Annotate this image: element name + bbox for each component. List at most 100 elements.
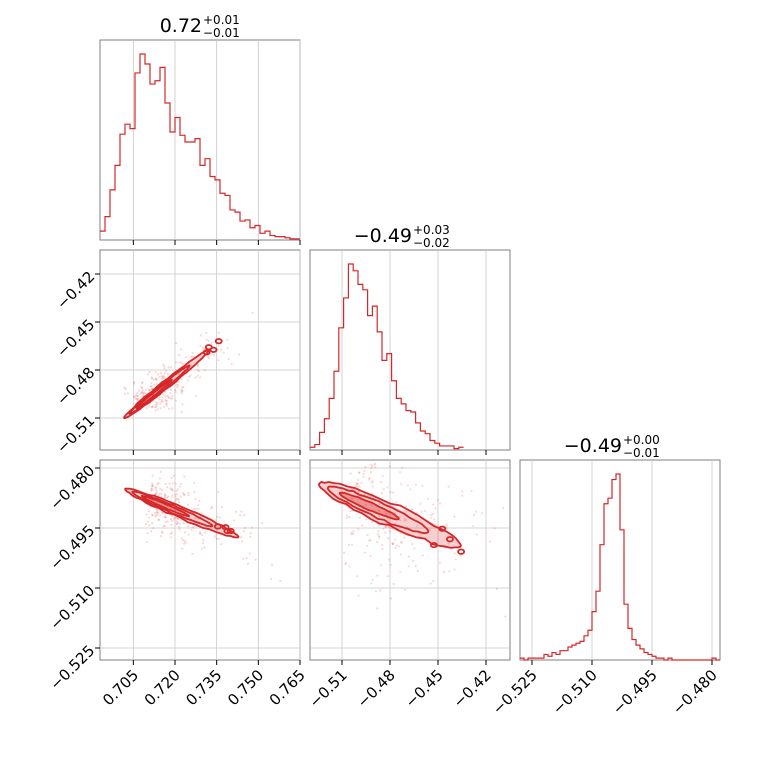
sample-point — [453, 568, 456, 571]
sample-point — [199, 344, 202, 348]
sample-point — [148, 389, 151, 392]
sample-point — [413, 547, 416, 550]
sample-point — [155, 492, 158, 495]
sample-point — [151, 405, 154, 409]
sample-point — [140, 382, 143, 385]
sample-point — [145, 406, 148, 410]
sample-point — [144, 392, 147, 395]
sample-point — [215, 533, 218, 536]
sample-point — [137, 389, 140, 392]
contour-island — [214, 338, 223, 345]
sample-point — [352, 529, 355, 533]
sample-point — [184, 541, 187, 544]
sample-point — [240, 536, 243, 539]
title-minus: −0.01 — [623, 446, 660, 460]
sample-point — [234, 510, 237, 513]
sample-point — [151, 387, 154, 390]
sample-point — [164, 516, 168, 519]
sample-point — [419, 502, 422, 505]
sample-point — [403, 588, 407, 591]
sample-point — [139, 392, 142, 396]
x-tick-label: 0.735 — [182, 666, 225, 709]
sample-point — [387, 558, 391, 561]
sample-point — [186, 503, 190, 506]
sample-point — [423, 510, 426, 513]
sample-point — [155, 511, 158, 514]
sample-point — [438, 561, 442, 564]
sample-point — [156, 513, 159, 516]
sample-point — [170, 365, 173, 369]
title-minus: −0.02 — [413, 236, 450, 250]
sample-point — [145, 522, 148, 526]
sample-point — [436, 499, 439, 502]
sample-point — [355, 575, 358, 578]
sample-point — [501, 506, 504, 509]
sample-point — [381, 474, 384, 478]
sample-point — [167, 366, 170, 369]
sample-point — [488, 540, 491, 543]
sample-point — [180, 377, 183, 381]
sample-point — [370, 465, 374, 468]
sample-point — [389, 597, 393, 600]
sample-point — [376, 533, 380, 536]
sample-point — [167, 396, 170, 399]
sample-point — [480, 512, 484, 515]
sample-point — [177, 517, 180, 521]
sample-point — [180, 390, 183, 393]
sample-point — [357, 490, 360, 493]
sample-point — [432, 503, 435, 506]
sample-point — [162, 405, 166, 409]
sample-point — [217, 345, 220, 348]
sample-point — [355, 483, 358, 486]
sample-point — [150, 376, 153, 379]
sample-point — [429, 517, 432, 520]
grid-lines — [100, 460, 301, 660]
sample-point — [170, 388, 173, 391]
sample-point — [154, 403, 157, 407]
sample-point — [173, 518, 176, 521]
sample-point — [461, 494, 464, 497]
sample-point — [376, 574, 379, 577]
sample-point — [392, 582, 395, 586]
sample-point — [426, 497, 429, 500]
sample-point — [156, 408, 159, 411]
sample-point — [198, 532, 202, 535]
contour-outer — [318, 481, 462, 549]
sample-point — [279, 579, 282, 582]
sample-point — [400, 540, 403, 543]
sample-point — [175, 386, 179, 389]
sample-point — [165, 400, 168, 403]
sample-point — [210, 507, 213, 510]
sample-point — [161, 376, 165, 380]
sample-point — [155, 401, 158, 404]
sample-point — [147, 373, 150, 376]
x-tick-label: −0.495 — [609, 666, 661, 718]
sample-point — [163, 493, 166, 496]
sample-point — [156, 401, 159, 404]
sample-point — [159, 407, 162, 410]
sample-point — [170, 476, 173, 479]
sample-point — [428, 528, 431, 531]
sample-point — [171, 488, 174, 491]
sample-point — [174, 495, 177, 498]
sample-point — [377, 529, 380, 533]
sample-point — [190, 528, 193, 531]
sample-point — [391, 543, 395, 546]
sample-point — [242, 530, 246, 533]
x-tick-label: −0.525 — [489, 666, 541, 718]
sample-point — [356, 485, 359, 488]
y-tick-label: −0.480 — [46, 462, 98, 514]
sample-point — [239, 514, 242, 517]
sample-point — [389, 530, 392, 533]
sample-point — [380, 492, 383, 495]
sample-point — [143, 391, 146, 394]
sample-point — [246, 562, 250, 565]
sample-point — [432, 512, 435, 515]
sample-point — [193, 481, 196, 484]
sample-point — [151, 514, 154, 517]
contour-island — [457, 548, 466, 555]
sample-point — [183, 531, 187, 534]
sample-point — [205, 338, 208, 341]
sample-point — [148, 389, 151, 392]
sample-point — [163, 375, 166, 378]
